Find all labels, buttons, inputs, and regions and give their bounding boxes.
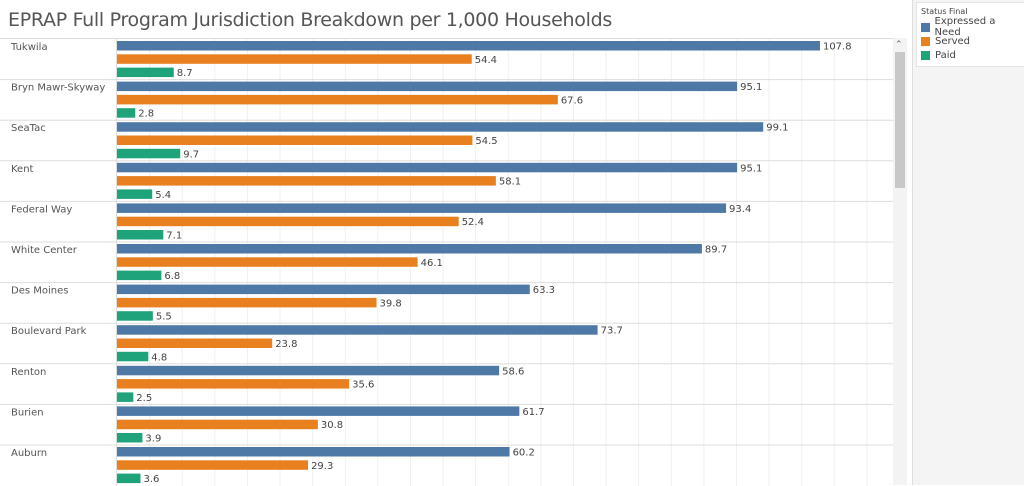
bar-served	[117, 176, 496, 186]
scrollbar-thumb[interactable]	[895, 52, 905, 188]
category-label: Federal Way	[11, 204, 72, 215]
data-label: 107.8	[823, 42, 852, 53]
bar-paid	[117, 148, 181, 159]
bar-expressed-a-need	[117, 284, 530, 295]
data-label: 73.7	[601, 326, 623, 337]
legend-title: Status Final	[921, 7, 968, 16]
data-label: 95.1	[740, 163, 762, 174]
bar-chart: Tukwila 107.8 54.4 8.7 Bryn Mawr-Skyway 95.1 6…	[0, 38, 893, 486]
category-label: Tukwila	[10, 42, 48, 53]
data-label: 54.5	[475, 136, 497, 147]
legend-label: Expressed a Need	[934, 16, 996, 38]
data-label: 39.8	[380, 298, 402, 309]
legend-item-paid[interactable]: Paid	[921, 48, 1020, 62]
bar-expressed-a-need	[117, 325, 598, 335]
bar-expressed-a-need	[117, 122, 764, 132]
data-label: 52.4	[462, 217, 484, 228]
data-label: 35.6	[352, 380, 374, 391]
data-label: 3.9	[145, 434, 161, 445]
bar-served	[117, 135, 473, 145]
data-label: 7.1	[166, 231, 182, 242]
data-label: 46.1	[421, 258, 443, 269]
bar-served	[117, 54, 472, 64]
data-label: 58.6	[502, 366, 524, 377]
data-label: 89.7	[705, 245, 727, 256]
data-label: 4.8	[151, 352, 167, 363]
legend-swatch	[921, 36, 930, 46]
data-label: 63.3	[533, 285, 555, 296]
data-label: 5.5	[156, 312, 172, 323]
category-label: Renton	[11, 367, 46, 378]
legend-item-served[interactable]: Served	[921, 34, 1020, 48]
data-label: 93.4	[729, 204, 751, 215]
category-label: Bryn Mawr-Skyway	[11, 83, 105, 94]
data-label: 9.7	[183, 149, 199, 160]
data-label: 6.8	[164, 271, 180, 282]
bar-paid	[117, 311, 153, 321]
category-label: Boulevard Park	[11, 326, 87, 337]
bar-served	[117, 257, 418, 267]
bar-paid	[117, 392, 134, 402]
category-label: Des Moines	[11, 286, 68, 297]
data-label: 30.8	[321, 420, 343, 431]
category-label: White Center	[11, 245, 78, 256]
bar-expressed-a-need	[117, 447, 510, 457]
bar-expressed-a-need	[117, 203, 727, 213]
legend-item-expressed[interactable]: Expressed a Need	[921, 16, 1020, 38]
vertical-scrollbar[interactable]: ⌃	[893, 38, 907, 485]
bar-expressed-a-need	[117, 244, 702, 254]
legend-label: Paid	[935, 49, 956, 61]
category-label: Burien	[11, 407, 44, 418]
legend-swatch	[921, 22, 930, 32]
category-label: SeaTac	[11, 123, 46, 134]
legend-swatch	[921, 50, 930, 60]
bar-expressed-a-need	[117, 162, 738, 173]
bar-served	[117, 460, 309, 470]
data-label: 99.1	[766, 123, 788, 134]
data-label: 95.1	[740, 82, 762, 93]
data-label: 58.1	[499, 177, 521, 188]
scroll-up-icon[interactable]: ⌃	[895, 40, 903, 50]
data-label: 8.7	[177, 68, 193, 79]
bar-paid	[117, 351, 149, 362]
bar-expressed-a-need	[117, 406, 520, 416]
bar-paid	[117, 473, 141, 484]
data-label: 29.3	[311, 461, 333, 472]
data-label: 5.4	[155, 190, 171, 201]
data-label: 2.8	[138, 109, 154, 120]
category-label: Kent	[11, 164, 34, 175]
bar-served	[117, 297, 377, 308]
data-label: 61.7	[522, 407, 544, 418]
data-label: 54.4	[475, 55, 497, 66]
bar-paid	[117, 67, 174, 78]
bar-paid	[117, 433, 143, 443]
legend: Status Final Expressed a Need Served Pai…	[916, 2, 1024, 67]
bar-paid	[117, 108, 136, 118]
bar-served	[117, 94, 558, 105]
bar-expressed-a-need	[117, 41, 820, 51]
data-label: 60.2	[513, 448, 535, 459]
category-label: Auburn	[11, 448, 47, 459]
data-label: 23.8	[275, 339, 297, 350]
data-label: 67.6	[561, 95, 583, 106]
bar-expressed-a-need	[117, 365, 500, 376]
bar-served	[117, 419, 318, 430]
bar-served	[117, 379, 350, 389]
bar-expressed-a-need	[117, 81, 738, 92]
legend-panel: Status Final Expressed a Need Served Pai…	[912, 0, 1024, 485]
bar-served	[117, 216, 459, 227]
bar-served	[117, 338, 273, 348]
bar-paid	[117, 189, 153, 199]
data-label: 3.6	[143, 474, 159, 485]
bar-paid	[117, 270, 162, 281]
chart-title: EPRAP Full Program Jurisdiction Breakdow…	[8, 9, 612, 31]
bar-paid	[117, 230, 164, 240]
legend-label: Served	[935, 35, 971, 47]
data-label: 2.5	[136, 393, 152, 404]
